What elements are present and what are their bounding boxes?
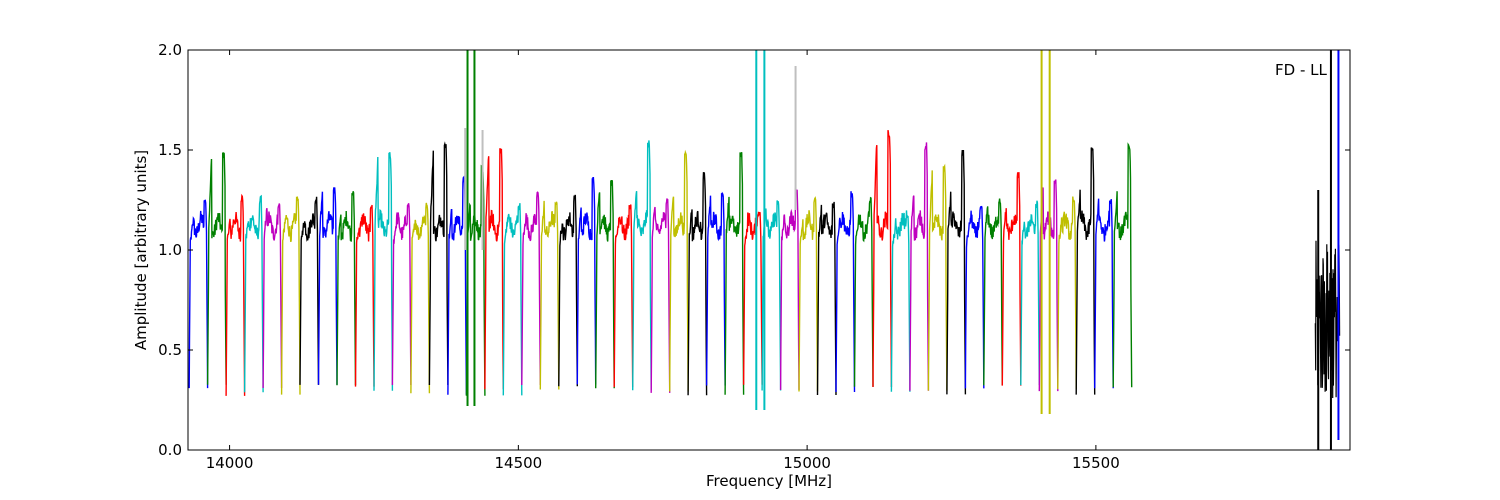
spectrum-band-28 — [705, 191, 726, 386]
spectrum-band-36 — [853, 196, 874, 387]
spectrum-band-29 — [724, 151, 745, 395]
y-tick-label: 2.0 — [158, 41, 182, 59]
spectrum-band-39 — [909, 142, 930, 391]
spectrum-band-35 — [835, 191, 856, 393]
spectrum-band-9 — [354, 204, 375, 387]
spectrum-band-45 — [1020, 200, 1041, 386]
spectrum-band-26 — [669, 149, 689, 392]
spectrum-band-33 — [798, 196, 819, 392]
spectrum-band-37 — [872, 129, 893, 388]
spectrum-band-17 — [502, 203, 523, 396]
spectrum-band-2 — [225, 193, 246, 396]
spectrum-band-25 — [650, 198, 671, 393]
spectrum-band-43 — [983, 198, 1003, 386]
x-tick-label: 14000 — [206, 454, 254, 472]
spectrum-band-38 — [890, 210, 911, 392]
spectrum-band-32 — [779, 187, 800, 390]
spectrum-band-10 — [373, 152, 394, 391]
spectrum-band-3 — [243, 194, 264, 393]
spectrum-band-34 — [816, 201, 837, 396]
spectrum-band-18 — [521, 191, 541, 386]
spectrum-band-20 — [558, 194, 578, 387]
y-tick-label: 0.5 — [158, 341, 182, 359]
spectrum-band-4 — [262, 203, 283, 389]
series-layer — [188, 50, 1341, 450]
spectrum-band-6 — [299, 196, 320, 385]
spectrum-band-41 — [946, 149, 967, 395]
chart-annotation: FD - LL — [1275, 61, 1327, 79]
tick-layer: 14000 14500 15000 15500 0.0 0.5 1.0 1.5 2.0 — [158, 41, 1350, 472]
spectrum-band-27 — [687, 171, 708, 396]
spectrum-band-48 — [1075, 147, 1096, 395]
spectrum-band-49 — [1093, 198, 1114, 389]
spectrum-band-0 — [188, 199, 209, 389]
x-tick-label: 15000 — [783, 454, 831, 472]
spectrum-band-11 — [391, 203, 412, 386]
y-tick-label: 0.0 — [158, 441, 182, 459]
spectrum-band-16 — [484, 148, 504, 390]
spectrum-band-30 — [742, 211, 763, 385]
spectrum-band-21 — [576, 176, 597, 385]
spectrum-band-47 — [1057, 196, 1077, 390]
x-axis-label: Frequency [MHz] — [706, 472, 832, 490]
spectrum-band-44 — [1001, 172, 1022, 386]
spectrum-band-24 — [632, 140, 652, 391]
spectrum-band-50 — [1112, 142, 1133, 388]
spectrum-band-1 — [206, 151, 227, 385]
spectrum-band-19 — [539, 200, 560, 390]
noisy-band-segment — [1314, 240, 1341, 399]
plot-frame — [187, 49, 1351, 451]
spectrum-band-13 — [428, 141, 449, 386]
x-tick-label: 14500 — [494, 454, 542, 472]
spectrum-band-8 — [336, 191, 357, 386]
x-tick-label: 15500 — [1072, 454, 1120, 472]
spectrum-band-7 — [317, 187, 338, 385]
spectrum-band-40 — [927, 163, 948, 391]
spectrum-band-42 — [964, 205, 985, 389]
spectrum-band-12 — [410, 202, 431, 394]
y-tick-label: 1.5 — [158, 141, 182, 159]
spectrum-band-5 — [280, 196, 301, 395]
y-tick-label: 1.0 — [158, 241, 182, 259]
spectrum-band-23 — [613, 204, 634, 388]
y-axis-label: Amplitude [arbitrary units] — [132, 150, 150, 350]
spectrum-band-22 — [595, 179, 615, 389]
spectrum-band-14 — [447, 175, 468, 395]
